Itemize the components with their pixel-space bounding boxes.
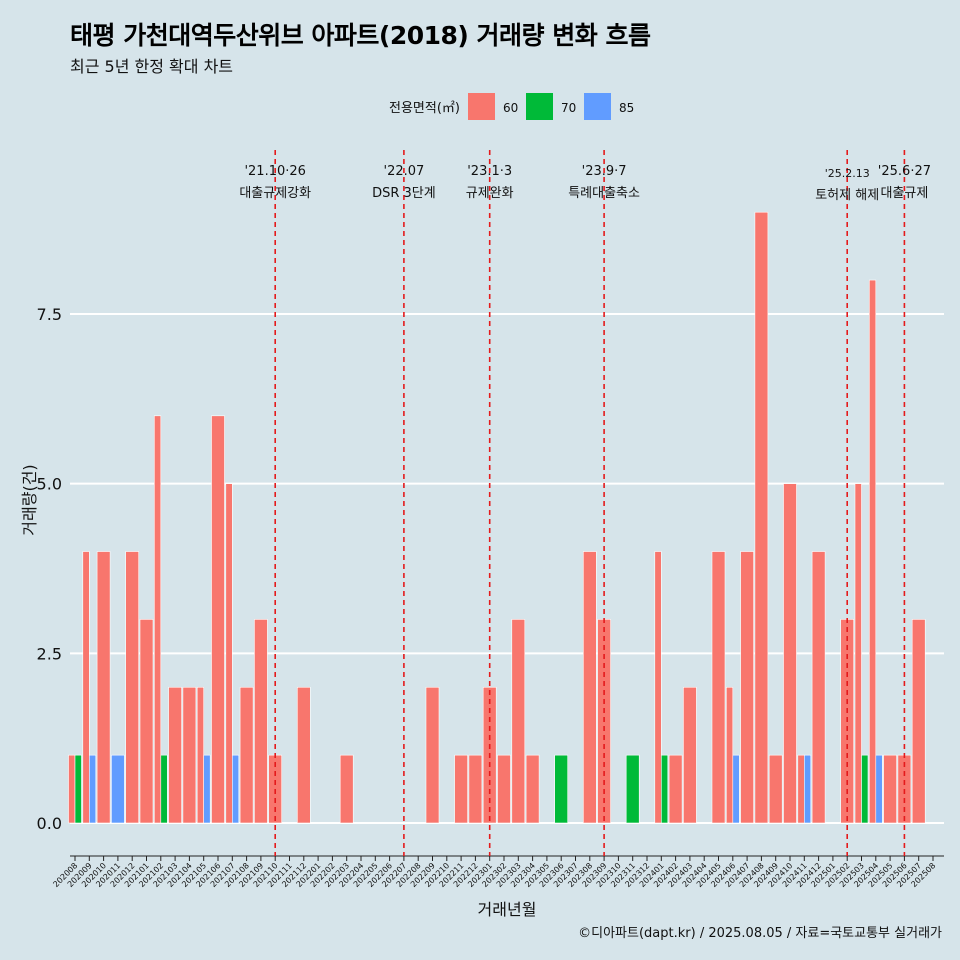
bar-202106-60 xyxy=(211,415,225,824)
bar-202012-60 xyxy=(125,551,139,824)
bar-202009-85 xyxy=(89,754,97,824)
bar-202104-60 xyxy=(182,686,197,824)
bar-202112-60 xyxy=(296,686,311,824)
bar-202407-60 xyxy=(740,551,754,824)
bar-202212-60 xyxy=(468,754,483,824)
y-tick-label: 5.0 xyxy=(37,475,62,494)
legend-label-85: 85 xyxy=(619,101,634,115)
bar-202411-60 xyxy=(797,754,805,824)
x-axis-title: 거래년월 xyxy=(478,900,537,919)
bar-202107-60 xyxy=(225,483,233,824)
bar-202103-60 xyxy=(168,686,182,824)
bar-202411-85 xyxy=(803,754,812,824)
bar-202101-60 xyxy=(139,619,154,824)
bar-202308-60 xyxy=(582,551,597,824)
legend-label-70: 70 xyxy=(561,101,576,115)
bar-202009-60 xyxy=(82,551,90,824)
bar-202105-60 xyxy=(196,686,204,824)
event-date-label: '21.10·26 xyxy=(244,164,305,179)
legend-swatch-70 xyxy=(526,93,553,120)
bar-202102-60 xyxy=(154,415,162,824)
bar-202008-60 xyxy=(68,754,76,824)
y-axis-title: 거래량(건) xyxy=(20,464,39,535)
event-date-label: '23.1·3 xyxy=(467,164,512,179)
bar-202303-60 xyxy=(511,619,526,824)
bar-202107-85 xyxy=(232,754,240,824)
legend-swatch-60 xyxy=(468,93,495,120)
bar-202008-70 xyxy=(74,754,82,824)
bar-202209-60 xyxy=(425,686,440,824)
legend-swatch-85 xyxy=(584,93,611,120)
bar-202503-60 xyxy=(854,483,862,824)
event-name-label: 토허제 해제 xyxy=(815,188,879,203)
bar-202109-60 xyxy=(254,619,268,824)
bar-202102-70 xyxy=(160,754,168,824)
event-date-label: '22.07 xyxy=(384,164,425,179)
event-name-label: 대출규제 xyxy=(880,186,928,201)
event-name-label: 규제완화 xyxy=(466,186,514,201)
bar-202011-85 xyxy=(111,754,125,824)
event-date-label: '23.9·7 xyxy=(582,164,627,179)
event-name-label: 특례대출축소 xyxy=(568,186,640,201)
bar-202408-60 xyxy=(754,211,769,824)
bar-202406-85 xyxy=(732,754,740,824)
bar-202304-60 xyxy=(525,754,540,824)
bar-202105-85 xyxy=(203,754,211,824)
bar-202306-70 xyxy=(554,754,569,824)
event-date-label: '25.6·27 xyxy=(878,164,931,179)
bar-202302-60 xyxy=(497,754,511,824)
bar-202203-60 xyxy=(339,754,354,824)
bar-202010-60 xyxy=(96,551,111,824)
bar-202108-60 xyxy=(239,686,254,824)
bar-202402-60 xyxy=(668,754,683,824)
chart-subtitle: 최근 5년 한정 확대 차트 xyxy=(70,57,234,76)
source-caption: ©디아파트(dapt.kr) / 2025.08.05 / 자료=국토교통부 실… xyxy=(578,926,942,941)
y-tick-label: 2.5 xyxy=(37,644,62,663)
bar-202507-60 xyxy=(911,619,926,824)
event-name-label: 대출규제강화 xyxy=(239,186,311,201)
y-tick-label: 0.0 xyxy=(37,814,62,833)
bar-202409-60 xyxy=(768,754,783,824)
event-date-label: '25.2.13 xyxy=(825,167,870,180)
bar-202311-70 xyxy=(625,754,640,824)
bar-202401-70 xyxy=(660,754,669,824)
bar-202410-60 xyxy=(783,483,797,824)
chart-title: 태평 가천대역두산위브 아파트(2018) 거래량 변화 흐름 xyxy=(70,21,651,50)
bar-202412-60 xyxy=(811,551,826,824)
bar-202406-60 xyxy=(725,686,734,824)
y-tick-label: 7.5 xyxy=(37,305,62,324)
legend-label-60: 60 xyxy=(503,101,518,115)
bar-202211-60 xyxy=(454,754,468,824)
legend-title: 전용면적(㎡) xyxy=(389,101,460,116)
bar-202405-60 xyxy=(711,551,726,824)
bar-202401-60 xyxy=(654,551,662,824)
bar-202505-60 xyxy=(883,754,897,824)
bar-202504-60 xyxy=(868,279,877,824)
bar-202403-60 xyxy=(683,686,697,824)
event-name-label: DSR 3단계 xyxy=(372,186,436,201)
bar-202503-70 xyxy=(861,754,869,824)
bar-202504-85 xyxy=(875,754,883,824)
